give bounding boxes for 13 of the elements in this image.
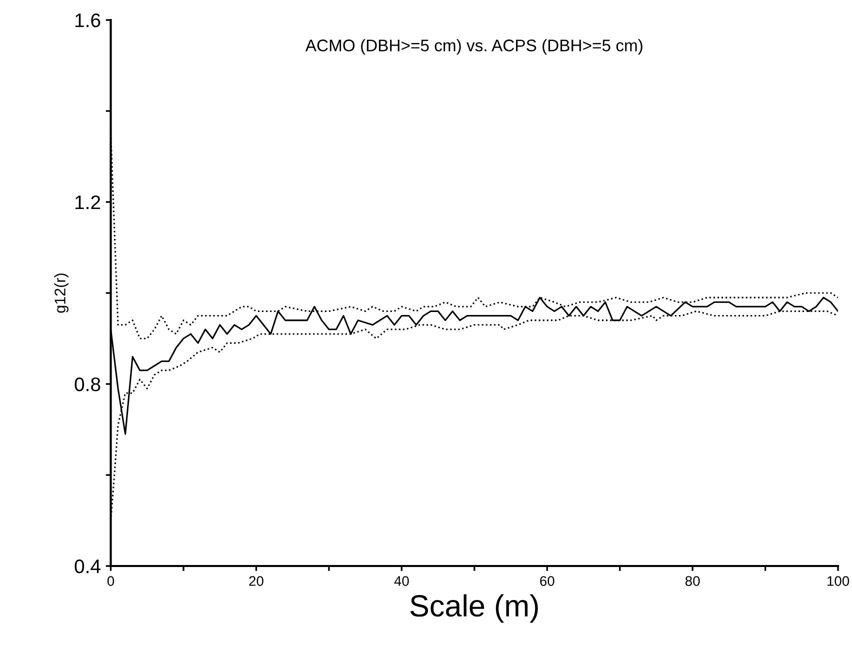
x-tick-label: 0: [107, 576, 114, 586]
y-tick-label: 1.2: [75, 195, 100, 210]
text: ACMO (DBH>=5 cm) vs. ACPS (DBH>=5 cm): [305, 39, 642, 55]
x-tick-label: 80: [685, 576, 700, 586]
y-tick-label: 0.8: [74, 377, 100, 392]
x-tick-label: 20: [249, 576, 264, 586]
y-tick-label: 0.4: [74, 559, 100, 574]
x-axis-title: Scale (m): [410, 594, 538, 623]
x-tick-label: 40: [394, 576, 409, 586]
x-tick-label: 60: [540, 576, 554, 586]
y-axis-title: g12(r): [54, 274, 68, 313]
y-tick-label: 1.6: [75, 13, 100, 28]
x-tick-label: 100: [828, 576, 850, 586]
